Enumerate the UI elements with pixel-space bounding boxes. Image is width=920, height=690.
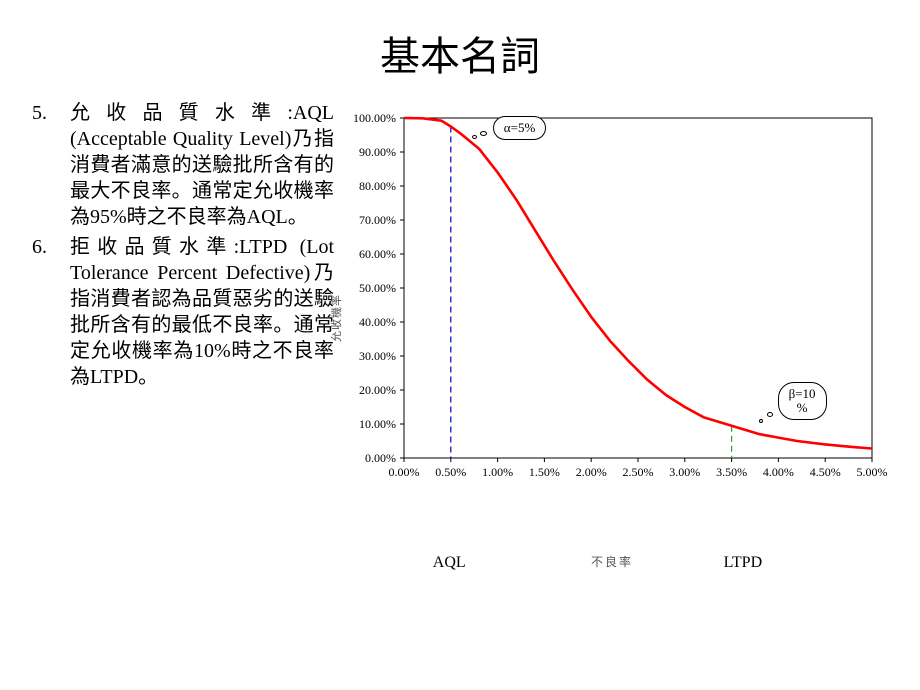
svg-text:90.00%: 90.00%: [359, 145, 396, 159]
svg-text:0.00%: 0.00%: [365, 451, 396, 465]
x-axis-label: 不良率: [591, 553, 633, 570]
svg-text:3.00%: 3.00%: [669, 465, 700, 479]
chart-column: 允收機率 0.00%10.00%20.00%30.00%40.00%50.00%…: [334, 100, 906, 528]
svg-text:4.00%: 4.00%: [763, 465, 794, 479]
content-row: 5. 允收品質水準:AQL (Acceptable Quality Level)…: [0, 100, 920, 528]
text-column: 5. 允收品質水準:AQL (Acceptable Quality Level)…: [14, 100, 334, 528]
alpha-text: α=5%: [504, 120, 535, 135]
bubble-tail-icon: [759, 419, 763, 423]
svg-text:40.00%: 40.00%: [359, 315, 396, 329]
svg-text:10.00%: 10.00%: [359, 417, 396, 431]
svg-text:20.00%: 20.00%: [359, 383, 396, 397]
beta-text-line2: %: [797, 400, 808, 415]
chart-svg: 0.00% 10.00% 20.00% 30.00% 40.00% 50.00% 60.00…: [342, 108, 882, 528]
page-title: 基本名詞: [0, 0, 920, 100]
svg-text:0.00%: 0.00%: [389, 465, 420, 479]
beta-callout: β=10 %: [778, 382, 827, 421]
list-item: 5. 允收品質水準:AQL (Acceptable Quality Level)…: [14, 100, 334, 230]
oc-curve-chart: 允收機率 0.00%10.00%20.00%30.00%40.00%50.00%…: [342, 108, 882, 528]
item-body: 允收品質水準:AQL (Acceptable Quality Level)乃指消…: [70, 100, 334, 230]
beta-text-line1: β=10: [789, 386, 816, 401]
bubble-tail-icon: [472, 135, 477, 139]
svg-text:60.00%: 60.00%: [359, 247, 396, 261]
svg-text:100.00%: 100.00%: [353, 111, 396, 125]
alpha-callout: α=5%: [493, 116, 546, 140]
svg-text:30.00%: 30.00%: [359, 349, 396, 363]
aql-label: AQL: [433, 554, 466, 572]
svg-text:1.50%: 1.50%: [529, 465, 560, 479]
svg-text:1.00%: 1.00%: [482, 465, 513, 479]
svg-text:2.00%: 2.00%: [576, 465, 607, 479]
item-number: 5.: [14, 100, 70, 230]
svg-text:2.50%: 2.50%: [623, 465, 654, 479]
svg-text:70.00%: 70.00%: [359, 213, 396, 227]
svg-text:3.50%: 3.50%: [716, 465, 747, 479]
svg-text:80.00%: 80.00%: [359, 179, 396, 193]
item-body: 拒收品質水準:LTPD (Lot Tolerance Percent Defec…: [70, 234, 334, 390]
y-axis-label: 允收機率: [328, 294, 344, 342]
svg-text:0.50%: 0.50%: [435, 465, 466, 479]
ltpd-label: LTPD: [724, 554, 763, 572]
svg-text:50.00%: 50.00%: [359, 281, 396, 295]
bubble-tail-icon: [767, 412, 773, 417]
svg-text:4.50%: 4.50%: [810, 465, 841, 479]
item-number: 6.: [14, 234, 70, 390]
bubble-tail-icon: [480, 131, 487, 136]
svg-text:5.00%: 5.00%: [857, 465, 888, 479]
list-item: 6. 拒收品質水準:LTPD (Lot Tolerance Percent De…: [14, 234, 334, 390]
